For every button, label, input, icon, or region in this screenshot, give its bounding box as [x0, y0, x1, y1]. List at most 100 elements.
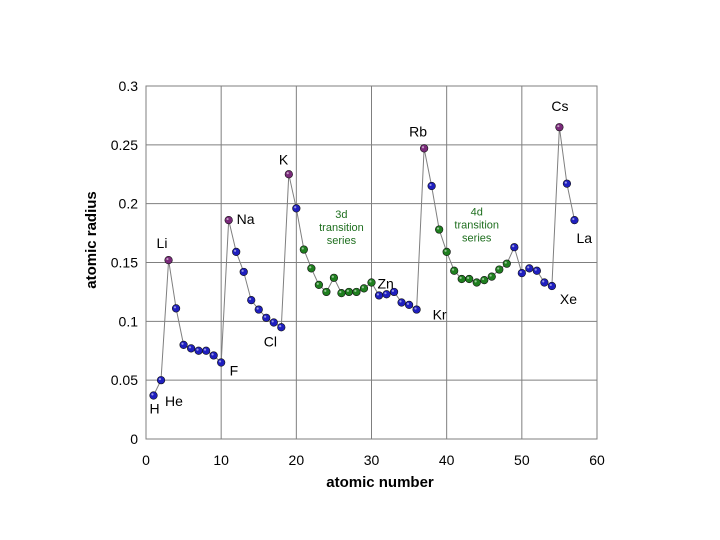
element-label: Rb — [409, 123, 427, 139]
data-point — [284, 170, 293, 179]
data-point — [187, 344, 196, 353]
y-tick-label: 0 — [130, 431, 138, 447]
element-label: Xe — [560, 291, 577, 307]
element-label: Cl — [264, 334, 277, 350]
data-point — [480, 276, 489, 285]
data-point — [329, 273, 339, 282]
data-point — [374, 291, 384, 300]
x-tick-label: 40 — [439, 452, 455, 468]
data-point — [337, 288, 346, 298]
data-point — [202, 346, 211, 355]
data-point — [322, 287, 331, 297]
element-label: Cs — [551, 98, 568, 114]
data-point — [307, 264, 316, 273]
y-tick-label: 0.15 — [111, 255, 138, 271]
element-label: Na — [237, 211, 255, 227]
data-point — [382, 290, 391, 299]
data-point — [269, 318, 278, 327]
data-point — [164, 256, 173, 265]
transition-series-annotation: 4d transition series — [454, 206, 499, 244]
x-tick-label: 10 — [213, 452, 229, 468]
x-tick-label: 50 — [514, 452, 530, 468]
data-point — [427, 181, 436, 191]
data-point — [389, 287, 399, 297]
data-point — [435, 225, 444, 234]
data-point — [457, 274, 466, 284]
data-point — [359, 284, 369, 293]
data-point — [232, 247, 241, 257]
data-point — [247, 296, 256, 305]
y-tick-labels: 0 0.05 0.1 0.15 0.2 0.25 0.3 — [111, 78, 138, 447]
y-tick-label: 0.05 — [111, 372, 138, 388]
data-point — [525, 264, 534, 273]
x-tick-label: 20 — [289, 452, 305, 468]
annotation-line: 3d — [335, 209, 347, 221]
data-point — [292, 204, 301, 213]
element-label: Li — [157, 235, 168, 251]
data-point — [420, 144, 429, 153]
data-points — [149, 123, 579, 400]
transition-series-annotation: 3d transition series — [319, 209, 364, 247]
y-tick-label: 0.2 — [119, 196, 139, 212]
element-label: H — [150, 400, 160, 416]
y-tick-label: 0.3 — [119, 78, 139, 94]
data-point — [314, 280, 323, 289]
data-point — [404, 300, 414, 309]
data-point — [171, 304, 181, 313]
element-label: Zn — [378, 276, 394, 292]
data-point — [239, 267, 248, 277]
data-point — [502, 259, 511, 268]
data-point — [562, 179, 572, 188]
y-axis-title: atomic radius — [83, 191, 100, 289]
data-point — [224, 216, 233, 225]
data-point — [179, 340, 188, 349]
element-labels: H He Li F Na Cl K Zn Kr Rb La Xe Cs — [150, 98, 593, 416]
element-label: La — [576, 230, 592, 246]
data-point — [540, 278, 549, 287]
data-point — [262, 313, 271, 322]
annotation-line: 4d — [471, 206, 483, 218]
x-tick-label: 30 — [364, 452, 380, 468]
annotation-line: transition — [454, 219, 499, 231]
plot-frame — [145, 85, 598, 440]
annotation-line: series — [462, 232, 492, 244]
y-tick-label: 0.25 — [111, 137, 138, 153]
data-point — [495, 265, 504, 274]
data-point — [397, 298, 406, 307]
data-point — [510, 243, 519, 252]
element-label: He — [165, 393, 183, 409]
data-point — [570, 216, 579, 225]
element-label: K — [279, 151, 289, 167]
data-point — [194, 346, 203, 355]
data-point — [532, 266, 541, 275]
data-point — [299, 245, 308, 254]
data-point — [465, 274, 474, 284]
data-point — [149, 391, 158, 400]
x-tick-label: 60 — [589, 452, 605, 468]
annotation-line: transition — [319, 222, 364, 234]
data-point — [442, 247, 451, 257]
x-tick-labels: 0 10 20 30 40 50 60 — [142, 452, 605, 468]
data-point — [344, 287, 354, 297]
data-point — [450, 266, 459, 275]
data-point — [367, 278, 376, 287]
data-point — [209, 351, 218, 360]
data-point — [547, 281, 557, 291]
data-point — [555, 123, 564, 132]
gridlines — [145, 85, 598, 440]
element-label: Kr — [433, 307, 447, 323]
x-axis-title: atomic number — [326, 474, 434, 491]
data-point — [277, 323, 286, 332]
data-point — [472, 278, 481, 287]
data-point — [487, 272, 496, 281]
element-label: F — [230, 362, 239, 378]
data-point — [156, 376, 166, 385]
annotation-line: series — [327, 235, 357, 247]
data-point — [517, 268, 526, 278]
data-point — [254, 305, 263, 314]
data-point — [352, 287, 361, 297]
data-point — [412, 305, 421, 314]
x-tick-label: 0 — [142, 452, 150, 468]
